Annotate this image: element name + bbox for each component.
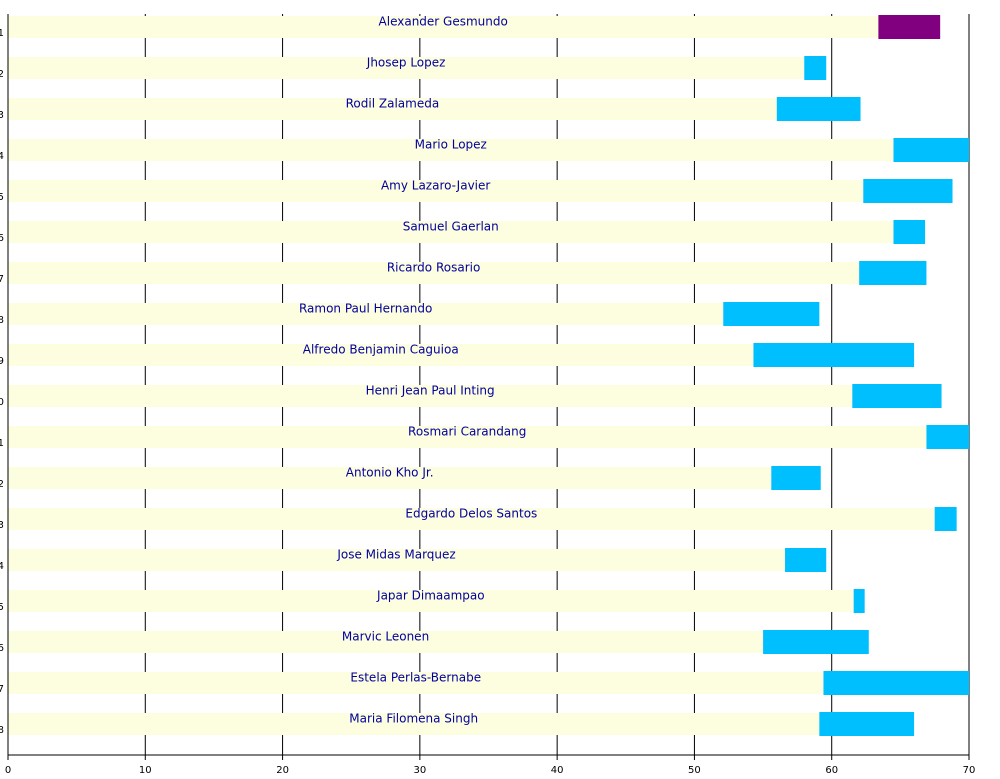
bar [859,261,927,285]
bar [819,712,915,736]
bar [723,302,820,326]
y-tick-label: 15 [0,602,4,613]
bar [893,138,969,162]
bar-label: Estela Perlas-Bernabe [350,671,481,685]
bar-label: Japar Dimaampao [376,589,485,603]
y-tick-label: 7 [0,274,4,285]
bar [926,425,969,449]
base-bar [8,590,854,612]
bar [823,671,969,695]
x-tick-label: 20 [276,765,289,775]
y-tick-label: 3 [0,110,4,121]
bar-label: Samuel Gaerlan [403,220,499,234]
bar-label: Ramon Paul Hernando [299,302,432,316]
y-tick-label: 12 [0,479,4,490]
x-tick-label: 0 [5,765,11,775]
bar [934,507,957,531]
bar [804,56,827,80]
y-tick-label: 14 [0,561,4,572]
bar [776,97,861,121]
y-tick-label: 6 [0,233,4,244]
bar [763,630,869,654]
y-tick-label: 5 [0,192,4,203]
base-bar [8,344,754,366]
bar [785,548,827,572]
base-bar [8,139,894,161]
base-bar [8,672,824,694]
bar-label: Antonio Kho Jr. [346,466,434,480]
base-bar [8,631,764,653]
y-tick-label: 11 [0,438,4,449]
base-bar [8,467,772,489]
bar [852,384,942,408]
base-bar [8,549,786,571]
base-bar [8,16,879,38]
base-bar [8,221,894,243]
bar-label: Alexander Gesmundo [379,15,508,29]
bar-label: Ricardo Rosario [387,261,480,275]
y-tick-label: 16 [0,643,4,654]
x-tick-label: 10 [139,765,152,775]
x-tick-label: 70 [963,765,976,775]
bar-label: Marvic Leonen [342,630,429,644]
x-tick-label: 50 [688,765,701,775]
bar-label: Edgardo Delos Santos [405,507,537,521]
y-tick-label: 9 [0,356,4,367]
bar [753,343,915,367]
bar-label: Jose Midas Marquez [336,548,455,562]
y-tick-label: 1 [0,28,4,39]
x-tick-label: 60 [825,765,838,775]
bar [893,220,926,244]
bar-label: Mario Lopez [415,138,487,152]
x-tick-label: 30 [413,765,426,775]
y-tick-label: 18 [0,725,4,736]
bar-label: Rosmari Carandang [408,425,526,439]
y-tick-label: 2 [0,69,4,80]
bar-label: Amy Lazaro-Javier [381,179,490,193]
bar-label: Maria Filomena Singh [349,712,478,726]
bar-label: Rodil Zalameda [346,97,440,111]
base-bar [8,262,860,284]
bar [771,466,821,490]
bar-label: Henri Jean Paul Inting [366,384,495,398]
bar [853,589,865,613]
y-tick-label: 10 [0,397,4,408]
base-bar [8,303,724,325]
y-tick-label: 13 [0,520,4,531]
x-tick-label: 40 [551,765,564,775]
bar [863,179,953,203]
base-bar [8,57,805,79]
base-bar [8,426,927,448]
base-bar [8,385,853,407]
base-bar [8,98,777,120]
bar-label: Alfredo Benjamin Caguioa [303,343,459,357]
y-tick-label: 8 [0,315,4,326]
y-tick-label: 4 [0,151,4,162]
bar-label: Jhosep Lopez [366,56,446,70]
base-bar [8,508,935,530]
base-bar [8,713,820,735]
y-tick-label: 17 [0,684,4,695]
base-bar [8,180,864,202]
bar [878,15,941,39]
